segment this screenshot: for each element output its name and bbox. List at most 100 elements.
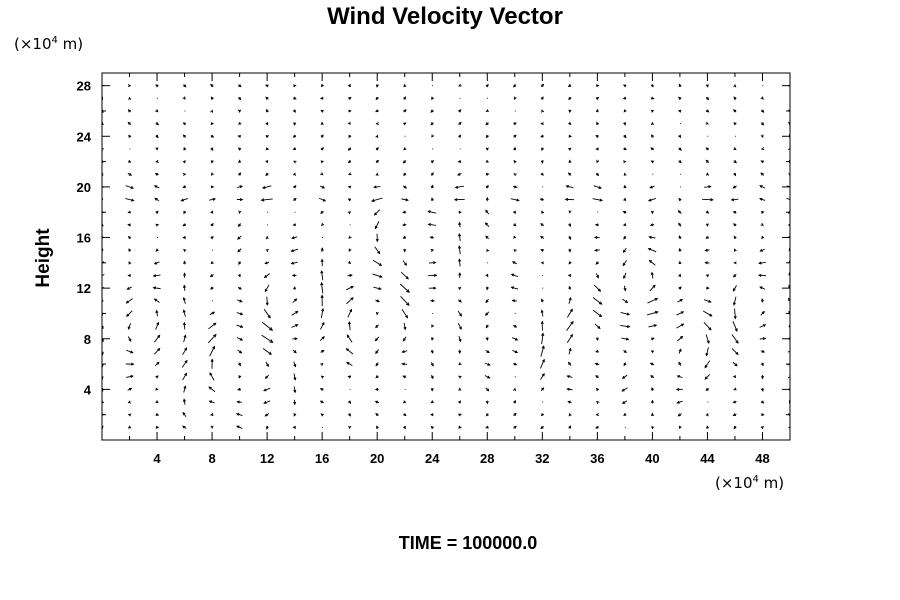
wind-vector-arrow <box>511 299 518 303</box>
wind-vector-arrow <box>485 413 489 417</box>
wind-vector-arrow <box>731 334 739 344</box>
wind-vector-arrow <box>540 122 544 126</box>
wind-vector-arrow <box>182 96 186 100</box>
x-tick-label: 48 <box>755 451 769 466</box>
wind-vector-arrow <box>183 248 187 253</box>
x-tick-label: 40 <box>645 451 659 466</box>
wind-vector-arrow <box>155 400 159 404</box>
wind-vector-arrow <box>540 387 545 392</box>
wind-vector-arrow <box>125 185 135 189</box>
wind-vector-arrow <box>757 273 767 277</box>
wind-vector-arrow <box>293 413 297 417</box>
wind-vector-arrow <box>318 197 327 202</box>
wind-vector-arrow <box>182 172 187 176</box>
wind-vector-arrow <box>102 210 105 214</box>
wind-vector-arrow <box>650 337 655 341</box>
wind-vector-arrow <box>787 223 790 227</box>
wind-vector-arrow <box>320 134 324 138</box>
wind-vector-arrow <box>540 261 545 265</box>
wind-vector-arrow <box>320 349 325 353</box>
wind-vector-arrow <box>210 109 214 113</box>
wind-vector-arrow <box>647 297 659 304</box>
wind-vector-arrow <box>458 349 462 355</box>
wind-vector-arrow <box>513 249 517 253</box>
wind-vector-arrow <box>320 147 325 151</box>
wind-vector-arrow <box>458 336 462 343</box>
wind-vector-arrow <box>566 387 573 391</box>
plot-frame <box>101 72 791 441</box>
wind-vector-arrow <box>703 322 712 331</box>
wind-vector-arrow <box>677 335 684 342</box>
wind-vector-arrow <box>210 121 215 126</box>
wind-vector-arrow <box>730 198 739 202</box>
wind-vector-arrow <box>210 160 214 164</box>
wind-vector-arrow <box>182 372 188 381</box>
wind-vector-arrow <box>677 96 682 100</box>
wind-vector-arrow <box>595 172 600 177</box>
wind-vector-arrow <box>760 210 765 214</box>
wind-vector-arrow <box>400 271 409 280</box>
wind-vector-arrow <box>182 398 186 405</box>
wind-vector-arrow <box>319 400 324 404</box>
wind-vector-arrow <box>706 286 710 290</box>
wind-vector-arrow <box>678 273 682 277</box>
wind-vector-arrow <box>512 349 519 354</box>
wind-vector-arrow <box>595 108 599 113</box>
wind-vector-arrow <box>402 160 407 164</box>
wind-vector-arrow <box>292 109 296 113</box>
wind-vector-arrow <box>207 333 217 344</box>
wind-vector-arrow <box>237 349 243 354</box>
wind-vector-arrow <box>788 160 790 164</box>
wind-vector-arrow <box>320 222 325 227</box>
wind-vector-arrow <box>371 197 383 203</box>
wind-vector-arrow <box>592 198 604 202</box>
wind-vector-arrow <box>263 387 271 392</box>
wind-vector-arrow <box>621 387 628 392</box>
wind-vector-arrow <box>431 134 435 138</box>
wind-vector-arrow <box>375 134 379 139</box>
x-tick-label: 16 <box>315 451 329 466</box>
wind-vector-arrow <box>319 96 324 100</box>
wind-vector-arrow <box>568 425 572 429</box>
wind-vector-arrow <box>705 334 710 344</box>
wind-vector-arrow <box>430 172 434 176</box>
wind-vector-arrow <box>348 109 352 113</box>
wind-vector-arrow <box>152 286 161 290</box>
wind-vector-arrow <box>677 413 682 417</box>
wind-vector-arrow <box>155 425 160 429</box>
x-tick-label: 36 <box>590 451 604 466</box>
wind-vector-arrow <box>705 223 709 227</box>
wind-vector-arrow <box>403 322 407 331</box>
wind-vector-arrow <box>320 281 324 294</box>
wind-vector-arrow <box>210 425 214 429</box>
wind-vector-arrow <box>540 249 544 252</box>
wind-vector-arrow <box>704 360 711 369</box>
wind-vector-arrow <box>485 286 489 291</box>
wind-vector-arrow <box>733 261 737 265</box>
wind-vector-arrow <box>102 425 104 429</box>
wind-vector-arrow <box>155 122 159 126</box>
wind-vector-arrow <box>154 347 161 355</box>
wind-vector-arrow <box>320 413 324 417</box>
wind-vector-arrow <box>236 198 244 202</box>
wind-vector-arrow <box>430 109 434 113</box>
wind-vector-arrow <box>292 223 296 227</box>
wind-vector-arrow <box>102 388 104 392</box>
wind-vector-arrow <box>485 109 489 112</box>
wind-vector-arrow <box>238 84 242 88</box>
wind-vector-arrow <box>540 172 544 176</box>
wind-vector-arrow <box>182 296 186 304</box>
wind-vector-arrow <box>677 109 682 113</box>
wind-vector-arrow <box>238 172 242 176</box>
wind-vector-arrow <box>265 425 269 430</box>
wind-vector-arrow <box>347 160 352 164</box>
wind-vector-arrow <box>402 336 407 342</box>
wind-vector-arrow <box>372 273 383 278</box>
wind-vector-arrow <box>760 109 765 113</box>
wind-vector-arrow <box>678 160 682 164</box>
wind-vector-arrow <box>705 147 709 151</box>
wind-vector-arrow <box>265 84 269 88</box>
wind-vector-arrow <box>732 285 737 292</box>
wind-vector-arrow <box>485 273 489 278</box>
wind-vector-arrow <box>237 134 241 138</box>
